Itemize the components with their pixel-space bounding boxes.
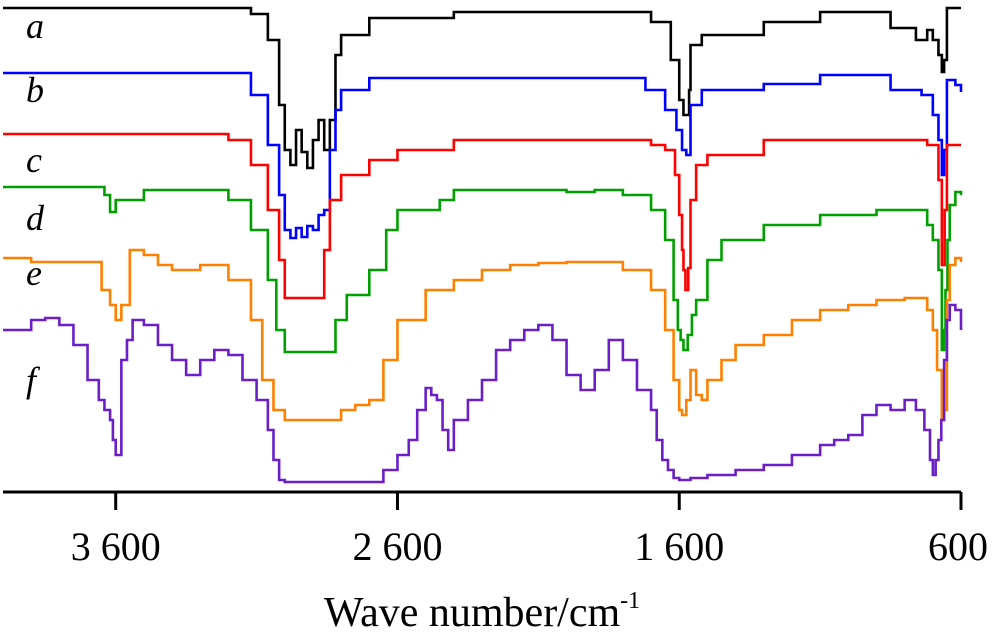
x-tick-label: 600	[928, 524, 988, 569]
x-axis-ticks: 3 600 2 600 1 600 600	[71, 492, 988, 569]
series-line-a	[3, 6, 961, 170]
x-tick-label: 2 600	[352, 524, 442, 569]
series-label-d: d	[26, 198, 45, 238]
x-tick-label: 1 600	[634, 524, 724, 569]
series-line-c	[3, 132, 961, 300]
x-axis-title: Wave number/cm-1	[324, 588, 640, 636]
series-label-e: e	[26, 253, 42, 293]
series-label-f: f	[26, 360, 41, 400]
x-tick-label: 3 600	[71, 524, 161, 569]
series-label-a: a	[26, 6, 44, 46]
series-layer	[3, 6, 963, 484]
series-label-b: b	[26, 70, 44, 110]
series-label-c: c	[26, 140, 42, 180]
series-line-d	[3, 185, 963, 354]
series-line-e	[3, 248, 963, 422]
series-line-f	[3, 303, 963, 484]
series-line-b	[3, 71, 963, 240]
